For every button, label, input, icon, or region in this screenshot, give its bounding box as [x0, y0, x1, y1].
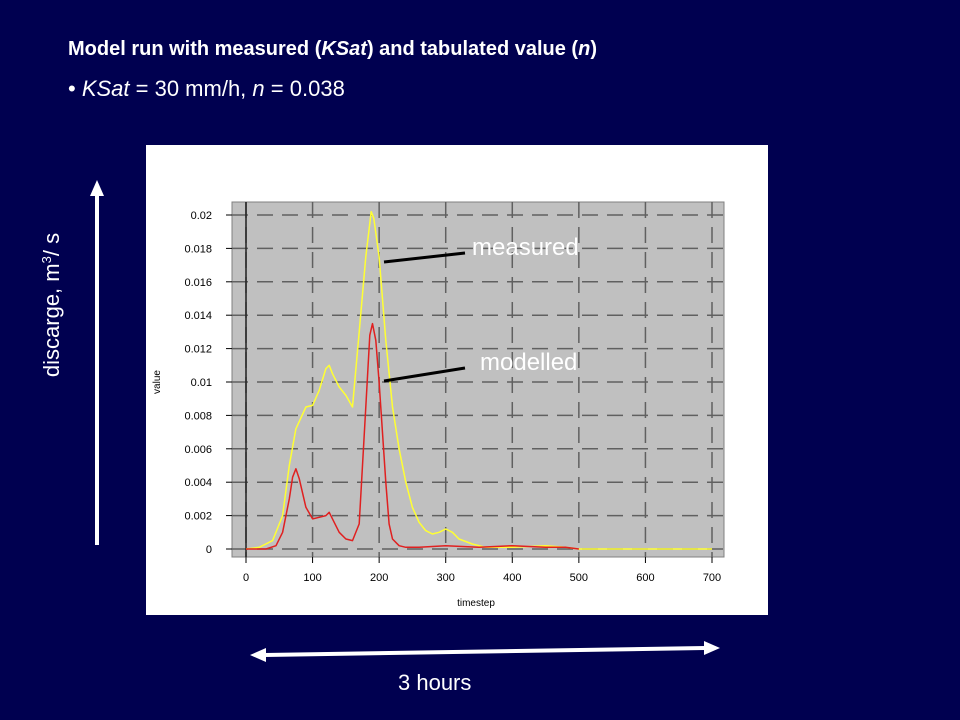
y-tick-label: 0.018 [184, 243, 212, 255]
title-text-part: Model run with measured ( [68, 38, 322, 60]
series-line-modelled [246, 322, 579, 550]
bullet-ksat-value: = 30 mm/h, [129, 76, 253, 101]
x-arrow-label: 3 hours [398, 670, 472, 695]
axes: 0 0.002 0.004 0.006 0.008 0.01 0.012 0.014 0.016… [184, 202, 721, 584]
plot-area [231, 201, 725, 558]
y-tick-label: 0 [206, 544, 212, 556]
x-arrow-head-right [704, 641, 720, 655]
bullet-n: n [252, 76, 265, 101]
title-ksat: KSat [321, 38, 367, 60]
slide-title: Model run with measured (KSat) and tabul… [68, 38, 597, 61]
discharge-chart: 0 0.002 0.004 0.006 0.008 0.01 0.012 0.014 0.016… [146, 145, 768, 615]
bullet-ksat: KSat [81, 76, 130, 101]
x-tick-label: 200 [370, 572, 388, 584]
x-arrow-shaft [264, 646, 706, 657]
parameter-bullet: • KSat = 30 mm/h, n = 0.038 [68, 76, 345, 102]
x-axis-title: timestep [457, 598, 495, 609]
callout-modelled: modelled [480, 349, 578, 376]
y-tick-label: 0.002 [184, 511, 212, 523]
x-tick-label: 700 [703, 572, 721, 584]
x-tick-label: 500 [570, 572, 588, 584]
x-tick-label: 100 [303, 572, 321, 584]
x-tick-label: 400 [503, 572, 521, 584]
callout-measured: measured [472, 234, 579, 261]
x-arrow-head-left [250, 648, 266, 662]
y-tick-label: 0.014 [184, 310, 212, 322]
y-arrow-label-wrap: discarge, m3/ s [30, 175, 74, 435]
bullet-marker: • [68, 76, 76, 101]
x-tick-label: 600 [636, 572, 654, 584]
title-text-part: ) [590, 38, 597, 60]
y-tick-label: 0.02 [191, 210, 212, 222]
y-tick-label: 0.016 [184, 277, 212, 289]
bullet-n-value: = 0.038 [264, 76, 345, 101]
y-tick-label: 0.004 [184, 477, 212, 489]
y-tick-label: 0.012 [184, 344, 212, 356]
y-axis-title: value [152, 370, 163, 394]
title-text-part: ) and tabulated value ( [366, 38, 579, 60]
y-arrow-label-sup: 3 [38, 256, 54, 264]
y-tick-label: 0.006 [184, 444, 212, 456]
series-line-measured [245, 210, 712, 550]
series [245, 210, 712, 550]
y-tick-label: 0.008 [184, 410, 212, 422]
x-tick-label: 300 [437, 572, 455, 584]
title-n: n [578, 38, 591, 60]
y-arrow-label-tail: / s [39, 232, 65, 257]
y-tick-label: 0.01 [191, 377, 212, 389]
y-arrow-label: discarge, m3/ s [39, 233, 65, 377]
x-tick-label: 0 [243, 572, 249, 584]
y-arrow-label-text: discarge, m [39, 263, 65, 378]
y-arrow-head [90, 180, 104, 196]
